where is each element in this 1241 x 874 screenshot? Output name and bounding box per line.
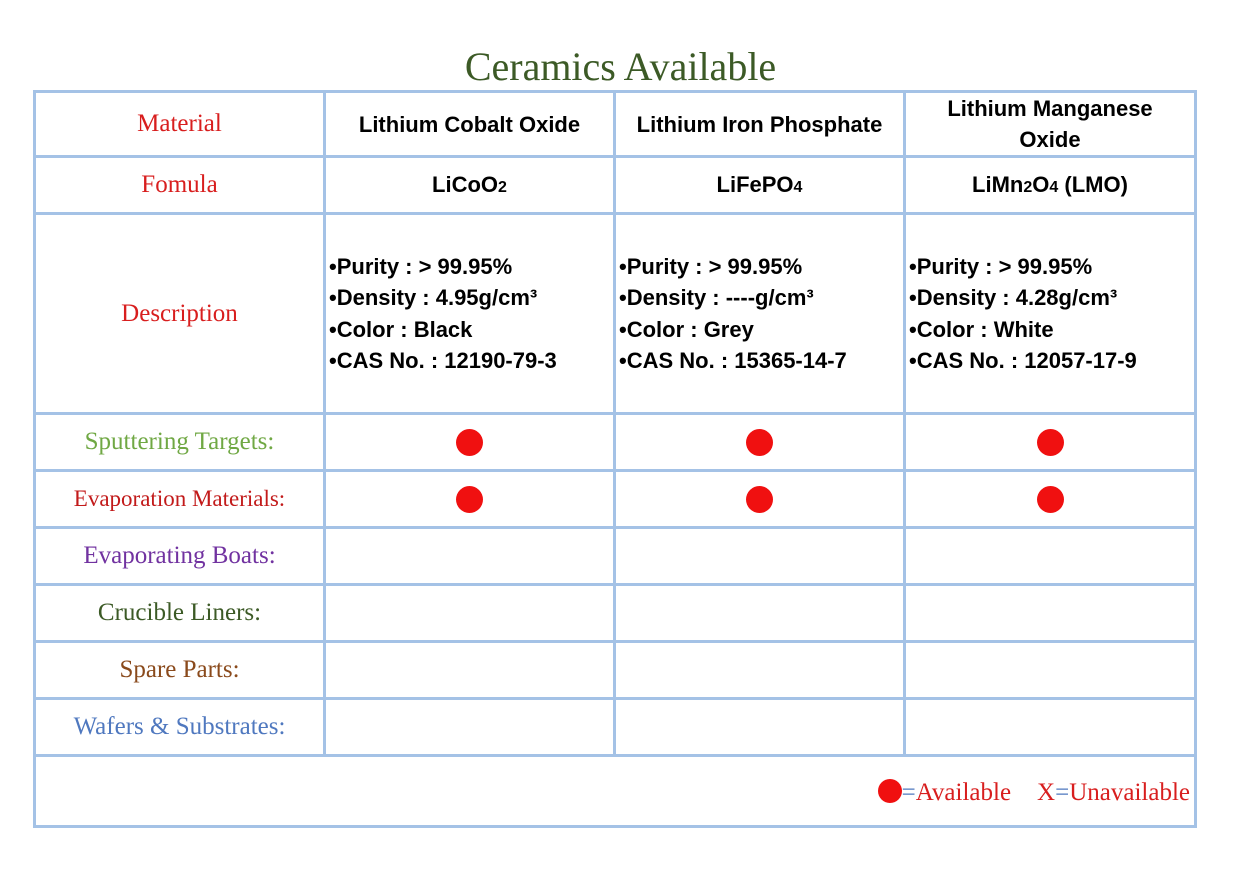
legend-equals: = [901, 779, 916, 806]
legend: =Available X=Unavailable [33, 754, 1197, 828]
page-title: Ceramics Available [464, 44, 777, 89]
density-text: •Density : 4.28g/cm³ [909, 285, 1118, 310]
availability-cell [613, 697, 906, 757]
availability-cell [903, 526, 1197, 586]
available-dot-icon [1036, 428, 1064, 456]
evaporation-materials-label: Evaporation Materials: [33, 469, 326, 529]
availability-cell [323, 697, 616, 757]
availability-cell [613, 640, 906, 700]
chemical-formula: LiCoO2 [323, 155, 616, 215]
material-row: Material Lithium Cobalt Oxide Lithium Ir… [33, 90, 1197, 158]
availability-cell [613, 526, 906, 586]
available-dot-icon [1036, 485, 1064, 513]
purity-text: •Purity : > 99.95% [329, 253, 513, 279]
availability-cell [323, 526, 616, 586]
chemical-formula: LiFePO4 [613, 155, 906, 215]
available-dot-icon [456, 428, 483, 456]
crucible-liners-row: Crucible Liners: [33, 583, 1197, 643]
availability-cell [323, 412, 616, 472]
availability-cell [903, 640, 1197, 700]
sputtering-targets-row: Sputtering Targets: [33, 412, 1197, 472]
cas-text: •CAS No. : 15365-14-7 [619, 348, 847, 373]
spare-parts-row: Spare Parts: [33, 640, 1197, 700]
availability-cell [323, 640, 616, 700]
legend-unavailable-label: Unavailable [1069, 779, 1190, 806]
material-name: Lithium Cobalt Oxide [323, 90, 616, 158]
available-dot-icon [456, 485, 483, 513]
density-text: •Density : 4.95g/cm³ [329, 285, 538, 310]
formula-row-label: Fomula [33, 155, 326, 215]
density-text: •Density : ----g/cm³ [619, 285, 814, 310]
evaporation-materials-row: Evaporation Materials: [33, 469, 1197, 529]
color-text: •Color : Grey [619, 316, 754, 342]
formula-row: Fomula LiCoO2 LiFePO4 LiMn2O4 (LMO) [33, 155, 1197, 215]
legend-row: =Available X=Unavailable [33, 754, 1197, 828]
material-name: Lithium Iron Phosphate [613, 90, 906, 158]
color-text: •Color : White [909, 316, 1054, 342]
description-row: Description •Purity : > 99.95% •Density … [33, 212, 1197, 415]
wafers-substrates-row: Wafers & Substrates: [33, 697, 1197, 757]
description-row-label: Description [33, 212, 326, 415]
material-description: •Purity : > 99.95% •Density : 4.28g/cm³ … [903, 212, 1197, 415]
material-description: •Purity : > 99.95% •Density : 4.95g/cm³ … [323, 212, 616, 415]
color-text: •Color : Black [329, 316, 473, 342]
sputtering-targets-label: Sputtering Targets: [33, 412, 326, 472]
crucible-liners-label: Crucible Liners: [33, 583, 326, 643]
availability-cell [613, 469, 906, 529]
chemical-formula: LiMn2O4 (LMO) [903, 155, 1197, 215]
availability-cell [903, 697, 1197, 757]
available-dot-icon [877, 779, 902, 803]
evaporating-boats-label: Evaporating Boats: [33, 526, 326, 586]
ceramics-table: Material Lithium Cobalt Oxide Lithium Ir… [33, 90, 1197, 828]
availability-cell [613, 412, 906, 472]
cas-text: •CAS No. : 12190-79-3 [329, 348, 557, 373]
available-dot-icon [746, 485, 773, 513]
material-row-label: Material [33, 90, 326, 158]
material-description: •Purity : > 99.95% •Density : ----g/cm³ … [613, 212, 906, 415]
wafers-substrates-label: Wafers & Substrates: [33, 697, 326, 757]
legend-x-mark: X [1037, 779, 1056, 806]
availability-cell [613, 583, 906, 643]
availability-cell [323, 583, 616, 643]
purity-text: •Purity : > 99.95% [619, 253, 803, 279]
available-dot-icon [746, 428, 773, 456]
availability-cell [903, 583, 1197, 643]
availability-cell [903, 412, 1197, 472]
purity-text: •Purity : > 99.95% [909, 253, 1093, 279]
availability-cell [903, 469, 1197, 529]
material-name: Lithium Manganese Oxide [903, 90, 1197, 158]
legend-available-label: Available [915, 779, 1012, 806]
availability-cell [323, 469, 616, 529]
evaporating-boats-row: Evaporating Boats: [33, 526, 1197, 586]
spare-parts-label: Spare Parts: [33, 640, 326, 700]
legend-equals: = [1055, 779, 1070, 806]
cas-text: •CAS No. : 12057-17-9 [909, 348, 1137, 373]
